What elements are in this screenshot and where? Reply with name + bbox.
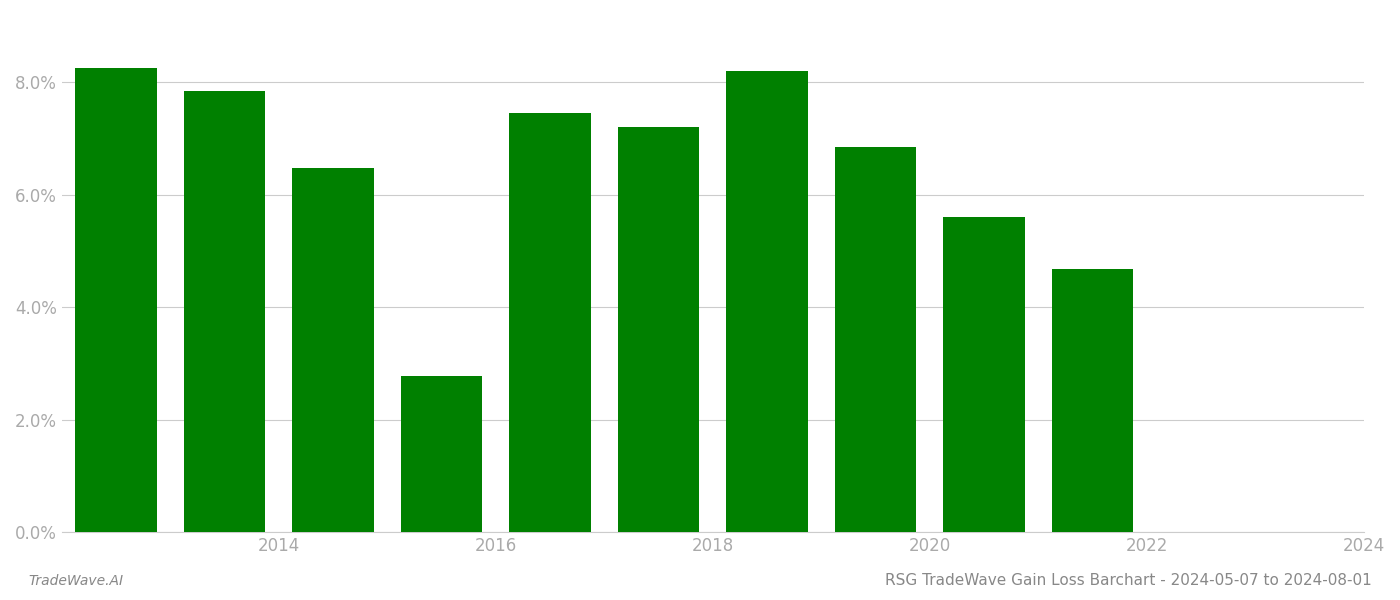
- Bar: [510, 113, 591, 532]
- Bar: [183, 91, 266, 532]
- Bar: [293, 168, 374, 532]
- Text: TradeWave.AI: TradeWave.AI: [28, 574, 123, 588]
- Bar: [617, 127, 700, 532]
- Bar: [727, 71, 808, 532]
- Bar: [400, 376, 483, 532]
- Bar: [76, 68, 157, 532]
- Bar: [1051, 269, 1134, 532]
- Text: RSG TradeWave Gain Loss Barchart - 2024-05-07 to 2024-08-01: RSG TradeWave Gain Loss Barchart - 2024-…: [885, 573, 1372, 588]
- Bar: [834, 147, 917, 532]
- Bar: [944, 217, 1025, 532]
